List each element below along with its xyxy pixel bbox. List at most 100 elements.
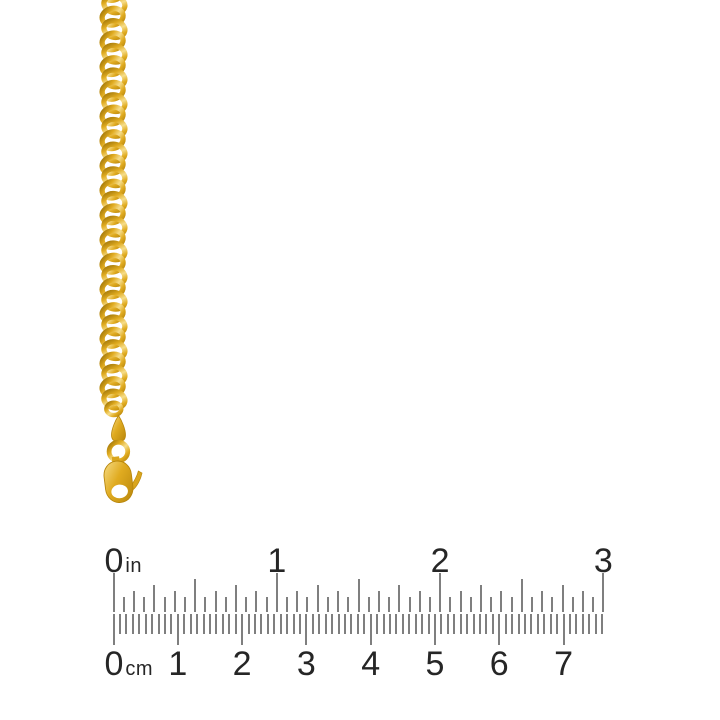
cm-tick — [253, 614, 256, 634]
cm-tick — [453, 614, 456, 634]
cm-tick — [215, 614, 218, 634]
cm-tick — [202, 614, 205, 634]
inch-tick — [265, 597, 268, 612]
inch-tick — [602, 573, 605, 612]
cm-tick — [581, 614, 584, 634]
inch-tick — [337, 591, 339, 612]
inch-tick — [377, 591, 380, 612]
chain-link — [101, 18, 128, 41]
cm-tick — [543, 614, 546, 634]
inch-tick — [469, 597, 472, 612]
gold-chain-and-clasp-graphic — [99, 0, 143, 503]
cm-number: 7 — [554, 645, 573, 683]
chain-link — [101, 363, 128, 386]
inch-number: 0 — [104, 542, 124, 580]
cm-tick — [221, 614, 224, 634]
cm-tick — [112, 614, 115, 645]
inch-tick — [204, 597, 207, 612]
cm-tick — [556, 614, 559, 634]
inch-tick — [357, 579, 360, 612]
chain-link — [99, 277, 126, 300]
cm-number: 0 — [104, 645, 124, 683]
chain-link — [101, 339, 128, 362]
inch-tick — [173, 591, 176, 612]
chain-end-link — [104, 400, 124, 418]
cm-tick — [421, 614, 424, 634]
cm-tick — [562, 614, 565, 645]
cm-tick — [350, 614, 353, 634]
cm-tick — [305, 614, 308, 645]
chain-link — [101, 314, 128, 337]
cm-tick — [196, 614, 199, 634]
cm-tick — [549, 614, 552, 634]
inch-tick — [183, 597, 186, 612]
cm-tick — [131, 614, 134, 634]
cm-tick — [382, 614, 385, 634]
inch-tick — [531, 597, 533, 612]
chain-link — [101, 67, 128, 90]
chain-link — [101, 116, 128, 139]
cm-tick — [491, 614, 494, 634]
inch-label: 2 — [431, 544, 450, 578]
inch-tick — [235, 585, 237, 612]
inch-tick — [163, 597, 166, 612]
cm-tick — [408, 614, 411, 634]
inch-tick — [418, 591, 421, 612]
cm-tick — [318, 614, 321, 634]
cm-tick — [369, 614, 372, 645]
chain-link — [99, 178, 126, 201]
inch-tick — [541, 591, 544, 612]
cm-tick — [286, 614, 289, 634]
chain-link — [99, 104, 126, 127]
inch-tick — [398, 585, 401, 612]
inch-label: 3 — [594, 544, 613, 578]
cm-tick — [356, 614, 359, 634]
inch-number: 3 — [593, 542, 613, 580]
inch-tick — [347, 597, 350, 612]
inch-tick — [551, 597, 554, 612]
inch-tick — [459, 591, 462, 612]
cm-tick — [485, 614, 488, 634]
cm-tick — [331, 614, 334, 634]
lobster-clasp-assembly — [103, 414, 143, 503]
cm-tick — [434, 614, 436, 645]
inch-tick — [245, 597, 248, 612]
inch-tick — [367, 597, 370, 612]
inch-tick — [408, 597, 411, 612]
cm-tick — [279, 614, 282, 634]
chain-link — [101, 42, 128, 65]
cm-tick — [498, 614, 501, 645]
cm-tick — [466, 614, 469, 634]
cm-tick — [530, 614, 533, 634]
inch-label: 0 in — [105, 544, 143, 578]
chain-link — [101, 388, 128, 411]
cm-tick — [170, 614, 173, 634]
cm-tick — [536, 614, 539, 634]
cm-label: 1 — [168, 647, 187, 681]
cm-label: 3 — [297, 647, 316, 681]
chain-link — [99, 55, 126, 78]
inch-number: 1 — [267, 542, 287, 580]
inch-tick — [326, 597, 329, 612]
chain-link — [99, 30, 126, 53]
inch-tick — [214, 591, 217, 612]
chain-link — [101, 265, 128, 288]
cm-tick — [337, 614, 340, 634]
chain-link — [101, 0, 128, 16]
cm-tick — [601, 614, 604, 634]
cm-tick — [138, 614, 141, 634]
inch-tick — [143, 597, 146, 612]
cm-tick — [363, 614, 366, 634]
cm-tick — [273, 614, 276, 634]
cm-tick — [524, 614, 526, 634]
cm-tick — [125, 614, 128, 634]
cm-tick — [343, 614, 346, 634]
cm-label: 2 — [233, 647, 252, 681]
chain-links — [99, 0, 128, 418]
chain-link — [101, 215, 128, 238]
cm-tick — [440, 614, 443, 634]
inch-tick — [194, 579, 197, 612]
inch-number: 2 — [430, 542, 450, 580]
cm-label: 4 — [361, 647, 380, 681]
